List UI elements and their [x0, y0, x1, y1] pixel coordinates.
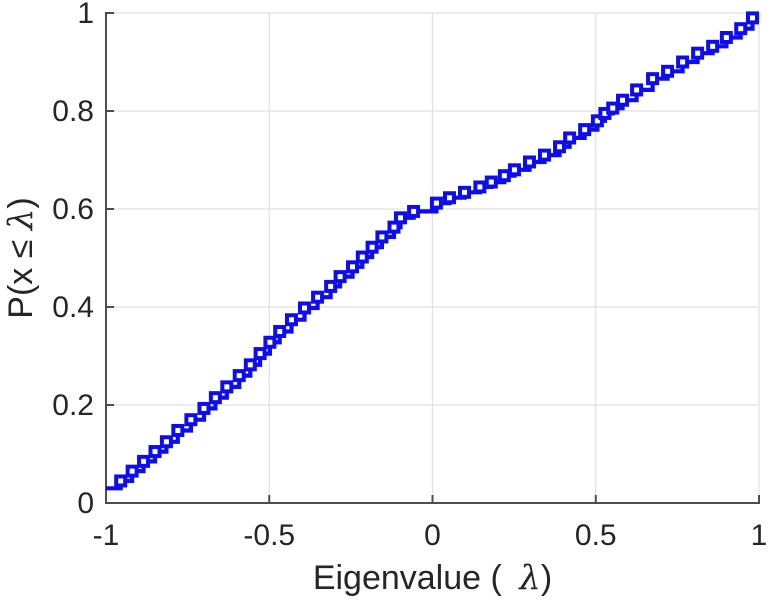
- data-point-marker: [346, 260, 360, 274]
- y-tick-label: 0.4: [52, 291, 94, 324]
- data-point-marker: [473, 180, 487, 194]
- data-point-marker: [273, 325, 287, 338]
- data-point-marker: [553, 140, 567, 154]
- data-point-marker: [522, 155, 536, 169]
- data-point-marker: [616, 93, 630, 107]
- data-point-marker: [429, 196, 443, 210]
- data-point-marker: [537, 148, 551, 162]
- data-point-marker: [394, 211, 408, 225]
- data-point-marker: [333, 270, 347, 284]
- data-point-marker: [691, 46, 705, 60]
- y-tick-label: 0.2: [52, 389, 94, 422]
- x-tick-label: -0.5: [243, 519, 295, 552]
- data-point-marker: [197, 401, 211, 415]
- data-point-marker: [375, 230, 389, 244]
- data-point-marker: [706, 39, 720, 53]
- data-point-marker: [220, 380, 234, 394]
- grid-lines: [105, 12, 760, 504]
- x-tick-label: 0: [424, 519, 441, 552]
- data-point-marker: [442, 191, 456, 205]
- y-tick-label: 0: [77, 487, 94, 520]
- data-point-marker: [676, 55, 690, 69]
- data-point-marker: [263, 335, 277, 349]
- data-point-marker: [563, 131, 577, 145]
- data-point-marker: [232, 369, 246, 383]
- y-tick-label: 0.8: [52, 95, 94, 128]
- data-point-marker: [284, 313, 298, 327]
- y-tick-label: 1: [77, 0, 94, 30]
- data-point-marker: [137, 454, 151, 468]
- data-point-marker: [497, 169, 511, 183]
- data-point-marker: [630, 83, 644, 97]
- data-point-marker: [661, 64, 675, 78]
- data-point-marker: [484, 175, 498, 189]
- data-point-markers: [114, 11, 759, 488]
- y-axis-label: P(x ≤ λ): [1, 197, 41, 318]
- data-point-marker: [253, 347, 267, 361]
- data-point-marker: [578, 123, 592, 137]
- tick-labels: -1 -0.5 0 0.5 1 0 0.2 0.4 0.6 0.8 1: [52, 0, 767, 552]
- data-point-marker: [324, 279, 338, 293]
- data-point-marker: [208, 391, 222, 405]
- x-axis-label: Eigenvalue ( λ): [313, 558, 552, 598]
- data-point-marker: [298, 301, 312, 315]
- data-point-marker: [159, 435, 173, 449]
- data-point-marker: [606, 101, 620, 115]
- data-point-marker: [457, 185, 471, 199]
- data-point-marker: [114, 474, 128, 488]
- data-point-marker: [745, 11, 759, 25]
- data-point-marker: [365, 240, 379, 254]
- data-point-marker: [387, 220, 401, 234]
- data-point-marker: [311, 290, 325, 304]
- data-point-marker: [148, 445, 162, 459]
- x-tick-label: -1: [93, 519, 120, 552]
- data-point-marker: [407, 204, 421, 218]
- axes: [105, 12, 760, 504]
- data-point-marker: [171, 423, 185, 437]
- data-point-marker: [507, 163, 521, 177]
- data-point-marker: [734, 22, 748, 36]
- data-point-marker: [590, 114, 604, 128]
- data-point-marker: [243, 358, 257, 372]
- data-point-marker: [646, 72, 660, 86]
- data-point-marker: [184, 413, 198, 427]
- x-tick-label: 1: [751, 519, 768, 552]
- y-tick-label: 0.6: [52, 193, 94, 226]
- data-point-marker: [125, 464, 139, 478]
- data-point-marker: [719, 31, 733, 44]
- data-point-marker: [355, 250, 369, 264]
- x-tick-label: 0.5: [575, 519, 617, 552]
